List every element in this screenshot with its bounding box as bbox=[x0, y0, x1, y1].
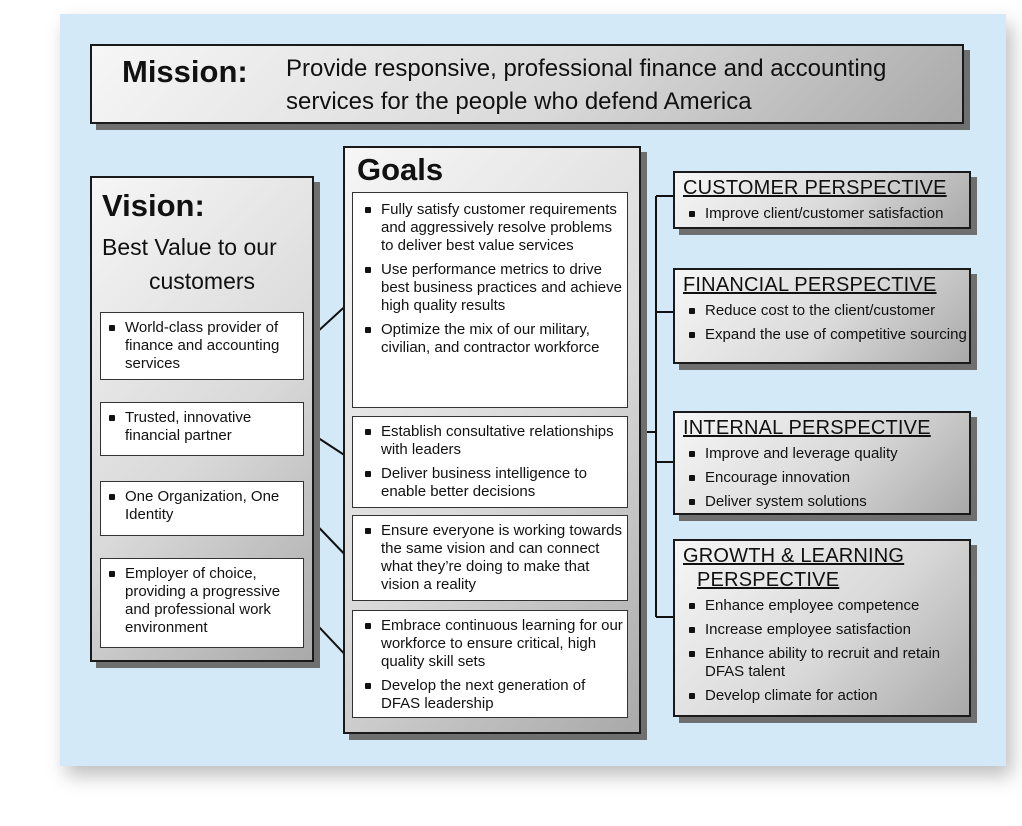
vision-item-1: World-class provider of finance and acco… bbox=[100, 312, 304, 380]
bullet-icon bbox=[365, 683, 371, 689]
bullet-icon bbox=[365, 623, 371, 629]
bullet-icon bbox=[109, 415, 115, 421]
bullet-icon bbox=[689, 211, 695, 217]
mission-box: Mission: Provide responsive, professiona… bbox=[90, 44, 964, 124]
customer-perspective-title: CUSTOMER PERSPECTIVE bbox=[683, 177, 947, 199]
internal-perspective-title: INTERNAL PERSPECTIVE bbox=[683, 417, 931, 439]
bullet-icon bbox=[109, 571, 115, 577]
growth-perspective-title-line2: PERSPECTIVE bbox=[697, 569, 840, 591]
vision-subtitle-line1: Best Value to our bbox=[102, 234, 277, 260]
bullet-icon bbox=[365, 471, 371, 477]
growth-perspective-title-line1: GROWTH & LEARNING bbox=[683, 545, 905, 567]
vision-item-3: One Organization, One Identity bbox=[100, 481, 304, 536]
goals-group-4: Embrace continuous learning for our work… bbox=[352, 610, 628, 718]
bullet-icon bbox=[689, 332, 695, 338]
bullet-icon bbox=[689, 651, 695, 657]
vision-label: Vision: bbox=[102, 188, 205, 223]
vision-item-2: Trusted, innovative financial partner bbox=[100, 402, 304, 456]
goals-group-2: Establish consultative relationships wit… bbox=[352, 416, 628, 508]
bullet-icon bbox=[109, 494, 115, 500]
mission-text-line2: services for the people who defend Ameri… bbox=[286, 88, 752, 115]
bullet-icon bbox=[109, 325, 115, 331]
mission-label: Mission: bbox=[122, 54, 248, 89]
financial-perspective-box: FINANCIAL PERSPECTIVE Reduce cost to the… bbox=[673, 268, 971, 364]
bullet-icon bbox=[689, 693, 695, 699]
goals-title: Goals bbox=[357, 152, 444, 187]
internal-perspective-box: INTERNAL PERSPECTIVE Improve and leverag… bbox=[673, 411, 971, 515]
bullet-icon bbox=[689, 627, 695, 633]
mission-text-line1: Provide responsive, professional finance… bbox=[286, 55, 887, 82]
vision-subtitle-line2: customers bbox=[148, 268, 256, 294]
bullet-icon bbox=[689, 475, 695, 481]
financial-perspective-title: FINANCIAL PERSPECTIVE bbox=[683, 274, 937, 296]
bullet-icon bbox=[689, 499, 695, 505]
bullet-icon bbox=[689, 451, 695, 457]
growth-learning-perspective-box: GROWTH & LEARNING PERSPECTIVE Enhance em… bbox=[673, 539, 971, 717]
bullet-icon bbox=[365, 327, 371, 333]
vision-item-4: Employer of choice, providing a progress… bbox=[100, 558, 304, 648]
customer-perspective-box: CUSTOMER PERSPECTIVE Improve client/cust… bbox=[673, 171, 971, 229]
goals-group-1: Fully satisfy customer requirements and … bbox=[352, 192, 628, 408]
bullet-icon bbox=[365, 528, 371, 534]
bullet-icon bbox=[365, 267, 371, 273]
bullet-icon bbox=[689, 603, 695, 609]
goals-group-3: Ensure everyone is working towards the s… bbox=[352, 515, 628, 601]
bullet-icon bbox=[689, 308, 695, 314]
bullet-icon bbox=[365, 429, 371, 435]
bullet-icon bbox=[365, 207, 371, 213]
